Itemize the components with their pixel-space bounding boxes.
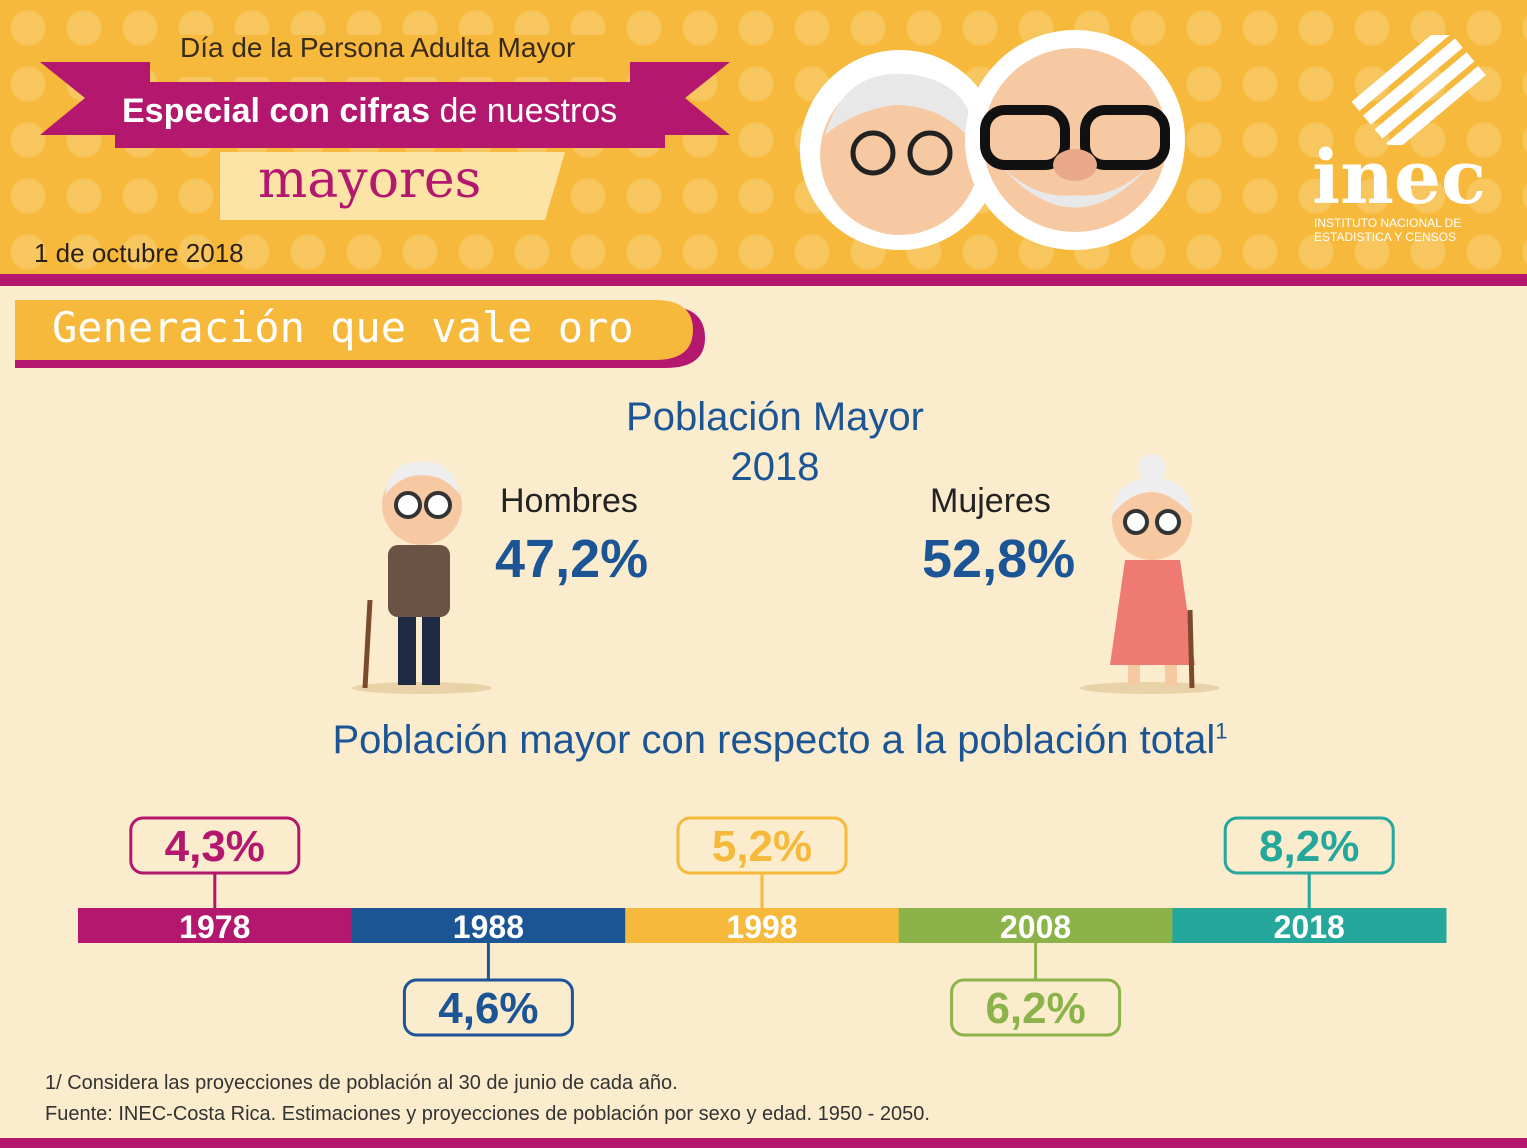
header-title-rest: de nuestros	[439, 92, 618, 130]
logo-sub2: ESTADISTICA Y CENSOS	[1314, 230, 1457, 244]
grandma-figure	[1080, 454, 1220, 694]
value-box	[676, 816, 848, 875]
timeline: 1978 4,3% 1988 4,6% 1998 5,2% 2008 6,2% 2018 8,2%	[78, 816, 1447, 1037]
value-box	[129, 816, 301, 875]
header-rule	[0, 274, 1527, 286]
timeline-segment	[1172, 908, 1447, 943]
timeline-year: 1998	[726, 909, 797, 945]
grandparents-illustration	[800, 30, 1185, 250]
header-title-bold: Especial con cifras	[122, 92, 431, 130]
value-label: 4,6%	[438, 984, 538, 1033]
footnote-mark: 1	[1215, 718, 1228, 744]
header-title: Especial con cifras de nuestros	[122, 92, 617, 131]
men-value: 47,2%	[495, 529, 649, 589]
value-box	[1223, 816, 1395, 875]
value-label: 4,3%	[165, 822, 265, 871]
logo-sub1: INSTITUTO NACIONAL DE	[1314, 216, 1462, 230]
value-box	[950, 978, 1122, 1037]
logo-text: inec	[1312, 135, 1487, 221]
timeline-year: 1988	[453, 909, 524, 945]
timeline-year: 2008	[1000, 909, 1071, 945]
population-title: Población Mayor 2018	[575, 392, 975, 492]
note: 1/ Considera las proyecciones de poblaci…	[45, 1072, 678, 1094]
grandpa-figure	[352, 461, 492, 694]
bottom-rule	[0, 1138, 1527, 1148]
header-date: 1 de octubre 2018	[34, 238, 244, 268]
notes: 1/ Considera las proyecciones de poblaci…	[45, 1068, 930, 1130]
note: Fuente: INEC-Costa Rica. Estimaciones y …	[45, 1103, 930, 1125]
value-label: 6,2%	[985, 984, 1085, 1033]
population-title-text: Población Mayor	[626, 395, 924, 439]
section-title: Generación que vale oro	[52, 303, 634, 352]
logo-mark	[1351, 35, 1486, 145]
timeline-year: 1978	[179, 909, 250, 945]
section-pill	[15, 300, 705, 368]
value-label: 5,2%	[712, 822, 812, 871]
timeline-segment	[625, 908, 900, 943]
value-box	[402, 978, 574, 1037]
timeline-segment	[898, 908, 1173, 943]
women-value: 52,8%	[922, 529, 1076, 589]
men-label: Hombres	[500, 482, 638, 520]
timeline-title-text: Población mayor con respecto a la poblac…	[332, 718, 1216, 762]
header-title-big: mayores	[258, 150, 482, 210]
header-kicker: Día de la Persona Adulta Mayor	[180, 32, 576, 63]
women-label: Mujeres	[930, 482, 1051, 520]
timeline-segment	[78, 908, 353, 943]
value-label: 8,2%	[1259, 822, 1359, 871]
logo-subtitle: INSTITUTO NACIONAL DE ESTADISTICA Y CENSO…	[1314, 216, 1461, 244]
timeline-year: 2018	[1274, 909, 1345, 945]
population-year: 2018	[730, 445, 820, 489]
timeline-segment	[351, 908, 626, 943]
timeline-title: Población mayor con respecto a la poblac…	[0, 718, 1527, 763]
ribbon	[40, 35, 730, 220]
